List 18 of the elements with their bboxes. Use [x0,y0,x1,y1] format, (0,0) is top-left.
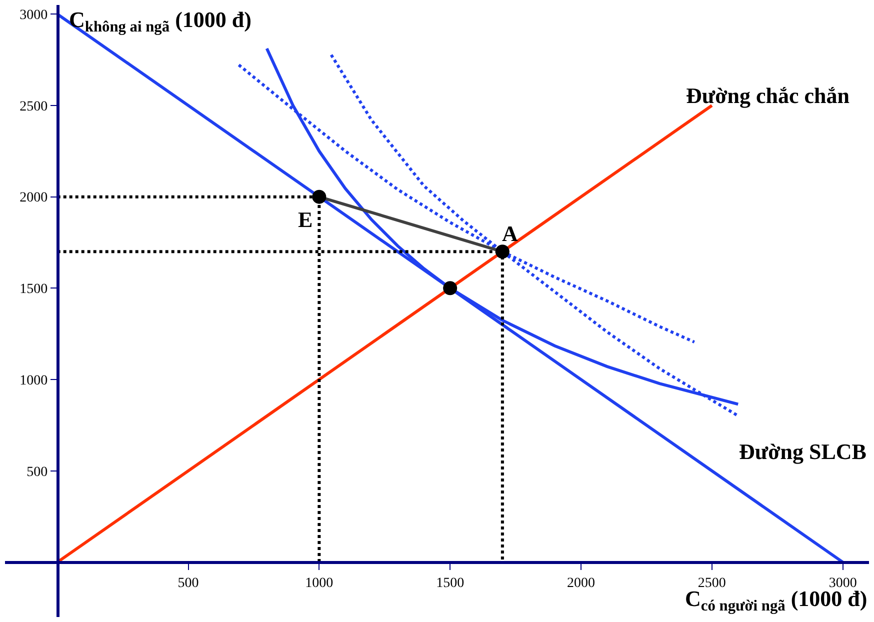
y-tick-label: 1000 [20,373,48,388]
annotation: Đường chắc chắn [686,83,850,108]
y-tick-label: 1500 [20,282,48,298]
x-tick-label: 1500 [436,576,464,591]
point [443,281,458,296]
annotation: Đường SLCB [739,439,867,464]
y-axis-title: C$_{không ai ngã}$ (1000 đ) [69,7,252,36]
annotation: A [502,221,518,246]
y-tick-label: 2500 [20,99,48,114]
point [495,244,510,259]
y-tick-label: 2000 [20,190,48,206]
annotation: E [298,207,313,232]
y-tick-label: 500 [26,464,48,480]
y-tick-label: 3000 [20,8,48,24]
x-tick-label: 500 [178,576,199,591]
x-tick-label: 1000 [305,576,334,591]
x-tick-label: 2000 [567,576,595,591]
point [312,190,326,204]
